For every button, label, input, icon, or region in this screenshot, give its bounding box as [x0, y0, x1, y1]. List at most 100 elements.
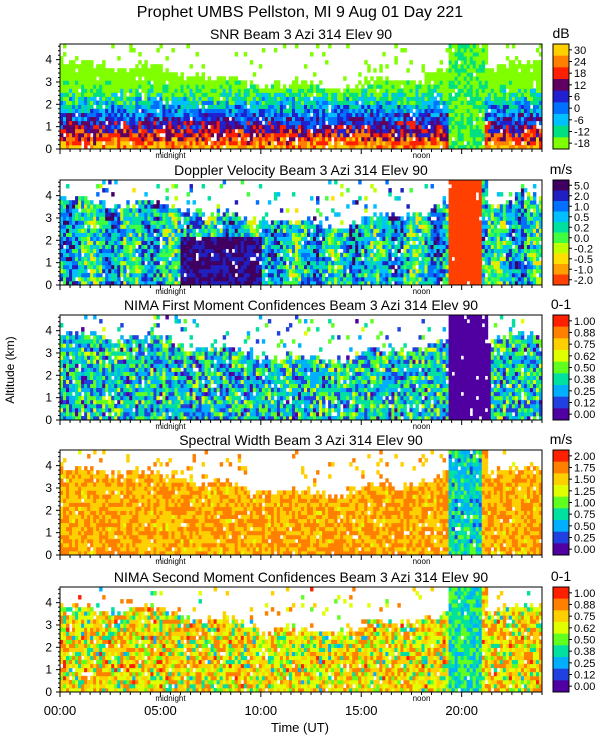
heatmap-cell	[75, 228, 79, 233]
heatmap-cell	[481, 132, 486, 138]
heatmap-cell	[207, 280, 212, 285]
heatmap-cell	[81, 280, 85, 285]
heatmap-cell	[201, 272, 205, 278]
heatmap-cell	[475, 112, 480, 118]
heatmap-cell	[313, 72, 317, 77]
heatmap-cell	[424, 84, 428, 89]
heatmap-cell	[496, 88, 501, 93]
heatmap-cell	[433, 120, 437, 126]
heatmap-cell	[511, 120, 516, 126]
heatmap-cell	[304, 108, 308, 114]
heatmap-cell	[195, 108, 199, 114]
heatmap-cell	[219, 240, 224, 246]
heatmap-cell	[328, 272, 332, 278]
heatmap-cell	[373, 100, 377, 105]
heatmap-cell	[358, 96, 362, 101]
heatmap-cell	[90, 68, 94, 73]
heatmap-cell	[114, 236, 118, 241]
heatmap-cell	[171, 232, 175, 237]
heatmap-cell	[249, 224, 254, 229]
heatmap-cell	[487, 124, 492, 130]
heatmap-cell	[511, 84, 516, 89]
heatmap-cell	[457, 108, 462, 114]
heatmap-cell	[331, 96, 335, 101]
heatmap-cell	[355, 272, 359, 278]
heatmap-cell	[340, 128, 344, 134]
heatmap-cell	[129, 216, 133, 221]
heatmap-cell	[237, 252, 242, 258]
heatmap-cell	[156, 124, 160, 130]
heatmap-cell	[87, 204, 91, 209]
heatmap-cell	[282, 140, 287, 146]
heatmap-cell	[334, 128, 338, 134]
heatmap-cell	[225, 240, 230, 246]
heatmap-cell	[159, 216, 163, 221]
heatmap-cell	[520, 100, 525, 105]
heatmap-cell	[81, 244, 85, 250]
heatmap-cell	[337, 108, 341, 114]
heatmap-cell	[301, 116, 305, 122]
heatmap-cell	[147, 72, 151, 77]
heatmap-cell	[349, 112, 353, 118]
heatmap-cell	[174, 92, 178, 97]
heatmap-cell	[129, 92, 133, 97]
heatmap-cell	[81, 76, 85, 81]
heatmap-cell	[75, 212, 79, 217]
heatmap-cell	[282, 96, 287, 101]
heatmap-cell	[240, 124, 245, 130]
heatmap-cell	[343, 260, 347, 266]
heatmap-cell	[496, 108, 501, 114]
heatmap-cell	[406, 68, 410, 73]
heatmap-cell	[135, 112, 139, 118]
heatmap-cell	[532, 104, 537, 110]
heatmap-cell	[213, 80, 218, 85]
heatmap-cell	[120, 252, 124, 258]
heatmap-cell	[288, 104, 293, 110]
heatmap-cell	[63, 276, 67, 282]
heatmap-cell	[129, 212, 133, 217]
heatmap-cell	[297, 124, 302, 130]
heatmap-cell	[334, 100, 338, 105]
heatmap-cell	[162, 244, 166, 250]
heatmap-cell	[388, 128, 392, 134]
heatmap-cell	[120, 104, 124, 110]
heatmap-cell	[132, 140, 136, 146]
heatmap-cell	[307, 272, 311, 278]
heatmap-cell	[180, 76, 184, 81]
heatmap-cell	[102, 256, 106, 262]
heatmap-cell	[150, 280, 154, 285]
heatmap-cell	[171, 132, 175, 138]
heatmap-cell	[499, 144, 504, 149]
heatmap-cell	[111, 128, 115, 134]
heatmap-cell	[198, 264, 202, 270]
heatmap-cell	[421, 144, 425, 149]
heatmap-cell	[105, 76, 109, 81]
heatmap-cell	[252, 252, 257, 258]
heatmap-cell	[373, 68, 377, 73]
heatmap-cell	[66, 128, 70, 134]
heatmap-cell	[78, 112, 82, 118]
heatmap-cell	[340, 220, 344, 225]
heatmap-cell	[276, 260, 281, 266]
heatmap-cell	[90, 268, 94, 274]
heatmap-cell	[346, 124, 350, 130]
heatmap-cell	[63, 224, 67, 229]
heatmap-cell	[358, 272, 362, 278]
heatmap-cell	[442, 132, 446, 138]
heatmap-cell	[138, 60, 142, 65]
heatmap-cell	[63, 52, 67, 57]
heatmap-cell	[409, 128, 413, 134]
heatmap-cell	[297, 144, 302, 149]
heatmap-cell	[228, 76, 233, 81]
heatmap-cell	[69, 276, 73, 282]
heatmap-cell	[150, 232, 154, 237]
heatmap-cell	[331, 228, 335, 233]
heatmap-cell	[252, 120, 257, 126]
heatmap-cell	[388, 144, 392, 149]
heatmap-cell	[180, 108, 184, 114]
heatmap-cell	[156, 116, 160, 122]
heatmap-cell	[231, 108, 236, 114]
heatmap-cell	[147, 276, 151, 282]
heatmap-cell	[418, 124, 422, 130]
heatmap-cell	[270, 84, 275, 89]
